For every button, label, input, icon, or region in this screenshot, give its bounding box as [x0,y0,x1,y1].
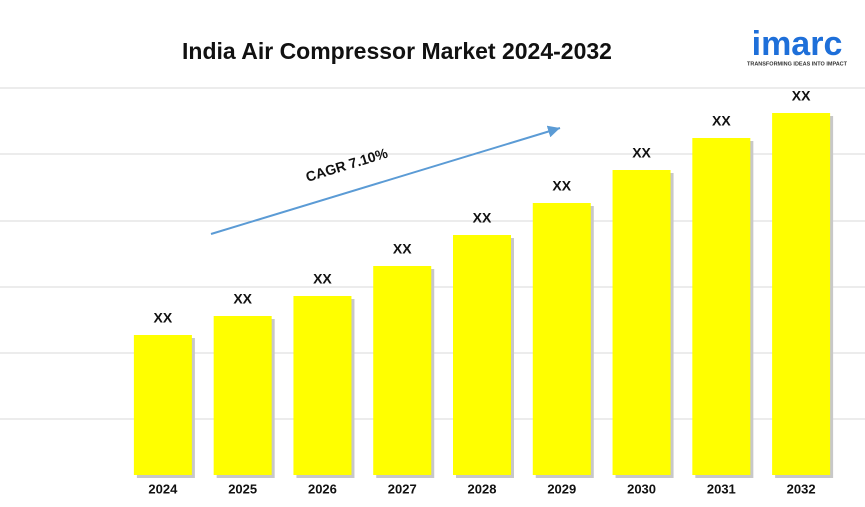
value-label: XX [712,113,731,129]
bar [453,235,511,475]
x-tick-label: 2027 [388,481,417,496]
value-label: XX [552,178,571,194]
cagr-annotation: CAGR 7.10% [304,145,390,185]
x-tick-label: 2031 [707,481,736,496]
x-tick-label: 2029 [547,481,576,496]
x-tick-label: 2030 [627,481,656,496]
x-tick-label: 2024 [148,481,178,496]
value-label: XX [632,145,651,161]
value-label: XX [792,88,811,104]
bar [612,170,671,475]
logo-tagline: TRANSFORMING IDEAS INTO IMPACT [747,61,848,67]
value-label: XX [393,241,412,257]
bar [213,316,272,475]
bar [532,203,591,475]
trend-arrow [210,125,561,235]
x-tick-label: 2028 [468,481,497,496]
bar [133,335,192,475]
bar [373,266,432,475]
bar [772,113,831,475]
value-label: XX [233,291,252,307]
logo: imarc [752,25,843,63]
value-label: XX [313,271,332,287]
x-tick-label: 2032 [787,481,816,496]
value-label: XX [154,310,173,326]
bar [293,296,352,475]
bar [692,138,751,475]
chart-title: India Air Compressor Market 2024-2032 [182,38,612,64]
x-tick-label: 2026 [308,481,337,496]
x-tick-label: 2025 [228,481,257,496]
value-label: XX [473,210,492,226]
